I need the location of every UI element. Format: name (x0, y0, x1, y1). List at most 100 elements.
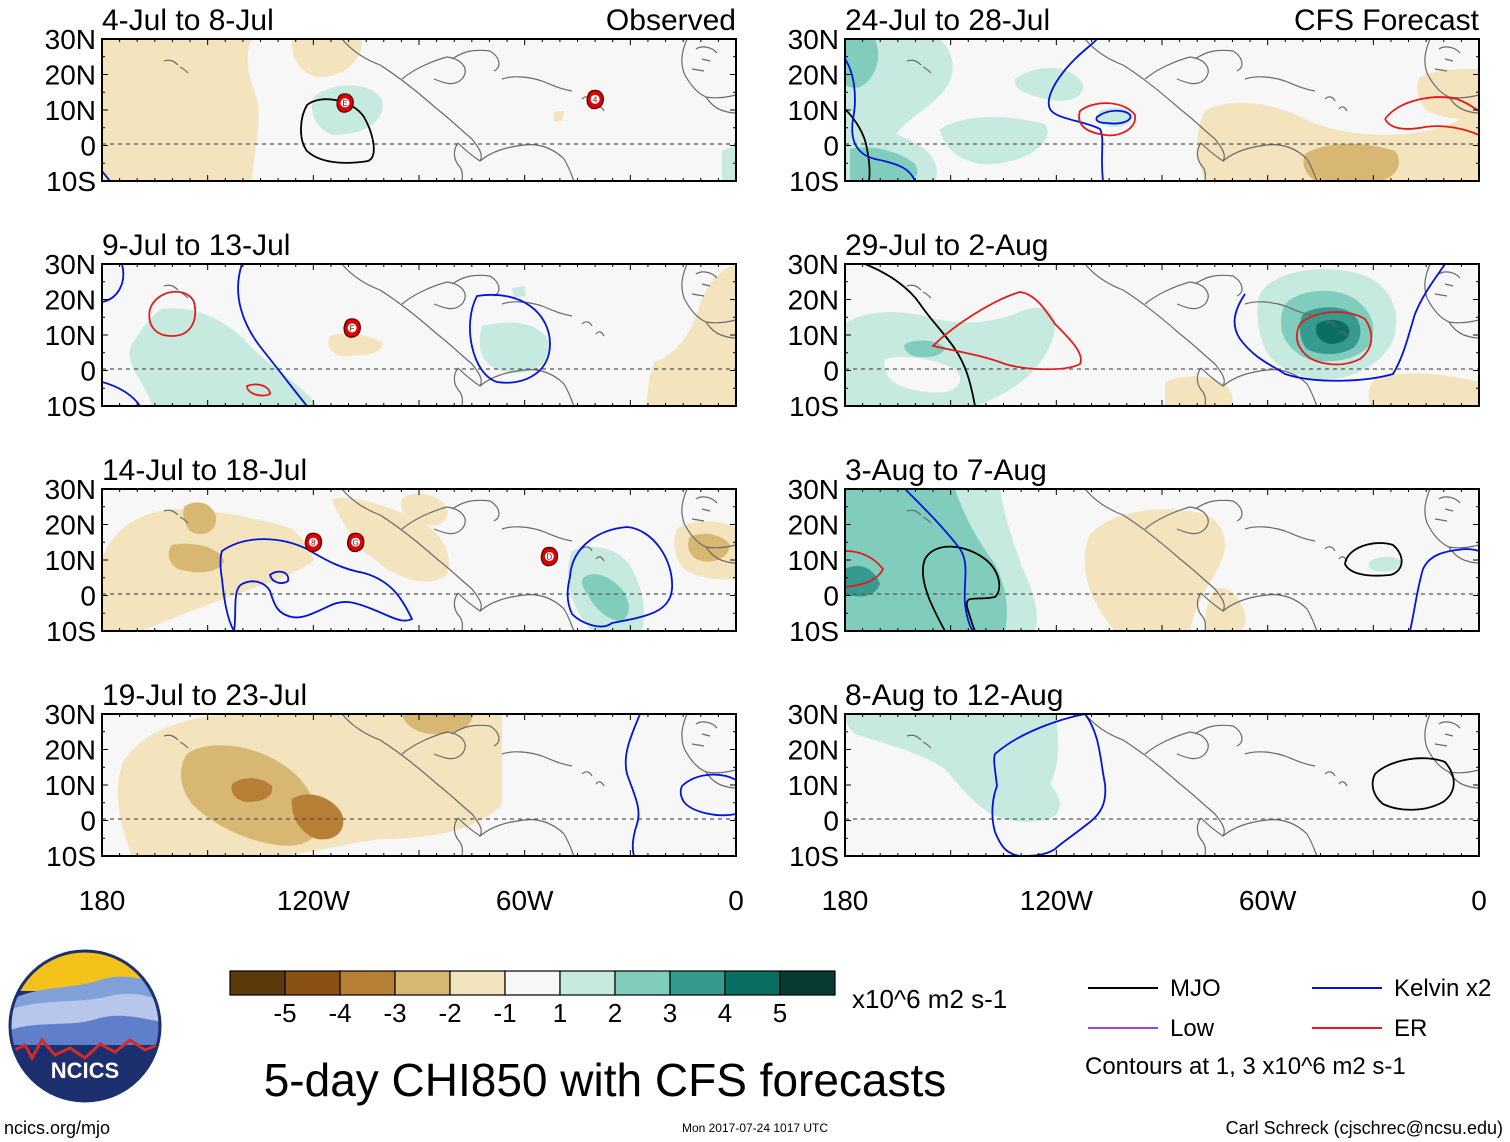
y-tick-label: 30N (45, 24, 96, 55)
kelvin-contour (237, 264, 308, 406)
y-tick-label: 20N (788, 60, 839, 91)
coastline (1434, 271, 1461, 297)
coastline (453, 142, 464, 181)
colorbar-swatch (229, 970, 286, 996)
colorbar-swatch (669, 970, 726, 996)
panel-period-label: 3-Aug to 7-Aug (845, 454, 1047, 487)
y-tick-label: 10S (789, 616, 839, 647)
coastline (1424, 714, 1479, 774)
kelvin-contour (102, 170, 111, 181)
x-tick-label: 0 (1471, 885, 1487, 916)
coastline (1448, 321, 1479, 339)
y-tick-label: 10N (45, 320, 96, 351)
coastline (1424, 39, 1479, 99)
x-tick-label: 60W (496, 885, 554, 916)
y-tick-label: 30N (788, 474, 839, 505)
kelvin-contour (679, 773, 736, 817)
panel-field-content (845, 489, 1479, 631)
coastline (906, 509, 932, 524)
storm-marker[interactable]: 4 (586, 89, 604, 110)
storm-marker[interactable]: 8 (304, 532, 323, 553)
er-contour (246, 383, 271, 397)
coastline (1222, 819, 1318, 856)
y-tick-label: 30N (788, 699, 839, 730)
colorbar-swatch (339, 970, 396, 996)
storm-marker[interactable]: F (343, 318, 361, 338)
colorbar-tick-label: 5 (773, 998, 787, 1028)
colorbar-swatch (724, 970, 781, 996)
legend-label: Kelvin x2 (1394, 975, 1491, 1002)
footer-url[interactable]: ncics.org/mjo (4, 1118, 110, 1138)
y-tick-label: 10N (788, 320, 839, 351)
coastline (479, 369, 575, 406)
colorbar-tick-label: 4 (718, 998, 732, 1028)
y-tick-label: 0 (823, 581, 839, 612)
footer-timestamp: Mon 2017-07-24 1017 UTC (682, 1121, 828, 1135)
panel-field: F (102, 264, 736, 406)
coastline (1196, 142, 1207, 181)
shaded-region (401, 493, 448, 526)
colorbar-swatch (779, 970, 836, 996)
kelvin-contour (102, 264, 125, 303)
y-tick-label: 0 (80, 356, 96, 387)
y-tick-label: 10N (45, 95, 96, 126)
storm-marker[interactable]: E (336, 93, 354, 113)
kelvin-contour (566, 526, 673, 628)
shaded-region (168, 543, 224, 573)
shaded-region (231, 778, 273, 802)
storm-id: G (352, 538, 358, 547)
coastline (1424, 489, 1479, 549)
panel-period-label: 14-Jul to 18-Jul (102, 454, 307, 487)
shaded-region (1084, 509, 1225, 631)
storm-id: 8 (311, 538, 316, 547)
storm-marker[interactable]: G (347, 532, 365, 553)
shaded-region (647, 264, 736, 406)
y-tick-label: 0 (80, 131, 96, 162)
x-tick-label: 120W (1020, 885, 1094, 916)
colorbar-tick-label: -2 (438, 998, 461, 1028)
kelvin-contour (1409, 548, 1479, 631)
panel-field-content (845, 264, 1479, 406)
shaded-region (554, 111, 564, 121)
shaded-region (722, 145, 736, 181)
coastline (691, 496, 718, 522)
coastline (341, 714, 482, 837)
coastline (906, 284, 932, 299)
coastline (1196, 817, 1207, 856)
colorbar-tick-label: -4 (328, 998, 351, 1028)
y-tick-label: 0 (80, 806, 96, 837)
panel-field-content (102, 714, 736, 856)
coastline (453, 817, 464, 856)
y-tick-label: 20N (788, 285, 839, 316)
er-contour (1384, 96, 1479, 136)
panel-field (102, 714, 736, 856)
storm-marker[interactable]: D (540, 546, 559, 567)
map-panel-3: 8 G D 30N 20N 10N 0 10S 14-Jul to 18-Jul (45, 454, 737, 647)
coastline (906, 734, 932, 749)
shaded-region (183, 502, 217, 535)
kelvin-contour (904, 489, 974, 631)
x-tick-label: 0 (728, 885, 744, 916)
coastline (341, 264, 482, 387)
colorbar-tick-label: -1 (493, 998, 516, 1028)
colorbar-tick-label: 2 (608, 998, 622, 1028)
coastline (681, 714, 736, 774)
coastline (1084, 714, 1225, 837)
kelvin-contour (102, 381, 141, 406)
legend-label: Low (1170, 1015, 1215, 1042)
coastline (681, 39, 736, 99)
kelvin-contour (1233, 264, 1446, 382)
coastline (1324, 96, 1348, 112)
y-tick-label: 0 (823, 356, 839, 387)
panel-field (845, 489, 1479, 631)
y-tick-label: 20N (45, 735, 96, 766)
shaded-region (512, 286, 526, 298)
panel-period-label: 9-Jul to 13-Jul (102, 229, 290, 262)
coastline (1424, 264, 1479, 324)
y-tick-label: 20N (788, 735, 839, 766)
y-tick-label: 10N (45, 770, 96, 801)
er-contour (845, 550, 885, 588)
